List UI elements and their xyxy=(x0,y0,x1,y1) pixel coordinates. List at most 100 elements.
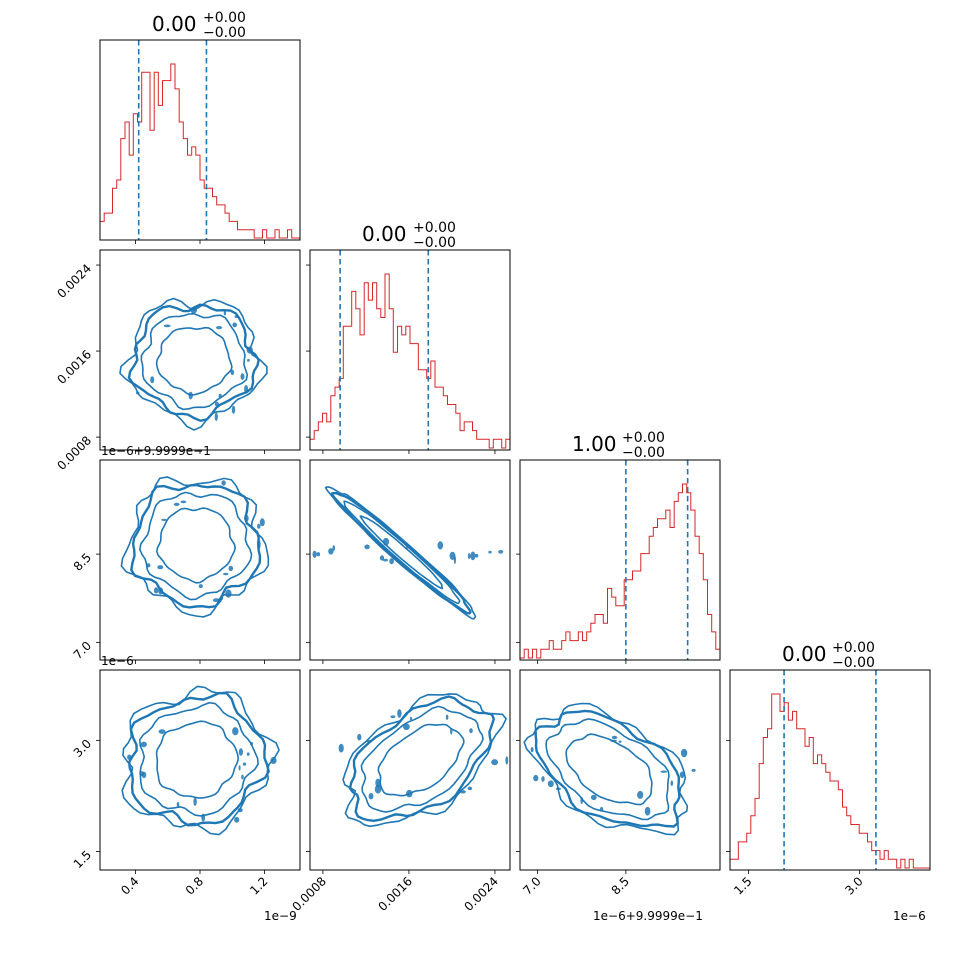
contour-island xyxy=(214,412,218,421)
contour-level-3 xyxy=(121,685,280,836)
panel-frame xyxy=(519,669,721,871)
contour-island xyxy=(225,589,232,598)
title-upper: +0.00 xyxy=(622,430,665,446)
contour-island xyxy=(328,548,334,555)
panel-0-0 xyxy=(99,39,301,244)
contour-island xyxy=(220,594,224,601)
panel-frame xyxy=(729,669,931,871)
contour-island xyxy=(338,743,344,753)
y-tick-label: 0.0016 xyxy=(55,347,95,387)
contour-island xyxy=(163,324,171,328)
contour-island xyxy=(366,739,372,743)
title-param-2: 1.00 +0.00 −0.00 xyxy=(572,430,665,461)
contour-island xyxy=(382,537,390,546)
contour-island xyxy=(691,768,696,772)
panel-frame xyxy=(309,249,511,451)
contour-level-1 xyxy=(140,312,249,411)
title-value: 0.00 xyxy=(362,222,407,246)
contour-island xyxy=(467,553,471,560)
contour-level-0 xyxy=(155,720,240,799)
contour-island xyxy=(670,780,674,786)
contour-island xyxy=(379,555,385,561)
contour-island xyxy=(212,598,220,603)
contour-island xyxy=(611,735,618,740)
contour-level-3 xyxy=(120,476,270,618)
contour-island xyxy=(390,715,396,718)
contour-island xyxy=(332,545,336,551)
title-lower: −0.00 xyxy=(413,235,456,251)
contour-island xyxy=(140,741,147,748)
contour-island xyxy=(223,572,229,576)
title-param-1: 0.00 +0.00 −0.00 xyxy=(362,220,456,251)
contour-island xyxy=(237,808,243,813)
contour-island xyxy=(221,480,226,486)
contour-island xyxy=(201,813,206,822)
title-value: 0.00 xyxy=(152,12,197,36)
contour-island xyxy=(244,515,249,522)
contour-level-1 xyxy=(360,705,484,813)
contour-island xyxy=(270,757,277,764)
contour-island xyxy=(231,405,236,414)
histogram-2 xyxy=(519,483,721,660)
contour-island xyxy=(374,784,382,794)
panel-3-2: 7.0 8.5 xyxy=(516,669,721,898)
panel-frame xyxy=(99,39,301,241)
contour-island xyxy=(389,558,394,565)
contour-island xyxy=(397,709,402,718)
contour-island xyxy=(238,748,243,756)
contour-level-2 xyxy=(130,483,262,609)
contour-island xyxy=(375,778,381,788)
contour-island xyxy=(232,322,237,328)
contour-island xyxy=(491,759,498,766)
histogram-3 xyxy=(729,693,931,870)
contour-island xyxy=(127,754,132,760)
contour-island xyxy=(223,311,227,316)
contour-island xyxy=(357,733,362,741)
x-tick-label: 1.2 xyxy=(247,874,270,897)
title-lower: −0.00 xyxy=(203,25,246,41)
contour-level-3 xyxy=(523,702,689,836)
panel-3-1: 0.0008 0.0016 0.0024 xyxy=(289,669,511,914)
contour-island xyxy=(600,807,604,812)
title-param-3: 0.00 +0.00 −0.00 xyxy=(782,640,875,671)
contour-island xyxy=(198,584,203,589)
contour-island xyxy=(214,401,219,407)
contour-island xyxy=(232,727,239,736)
contour-level-0 xyxy=(565,733,653,806)
x-tick-label: 1.5 xyxy=(731,874,754,897)
contour-level-0 xyxy=(377,723,465,797)
offset-x-col-0: 1e−9 xyxy=(264,909,297,923)
x-tick-label: 0.0008 xyxy=(289,874,329,914)
panel-2-2 xyxy=(516,459,721,664)
contour-level-2 xyxy=(128,691,270,827)
x-tick-label: 7.0 xyxy=(520,874,543,897)
y-tick-label: 8.5 xyxy=(71,550,94,573)
contour-level-1 xyxy=(545,718,670,821)
contour-island xyxy=(258,540,261,549)
contour-island xyxy=(449,551,456,561)
panel-frame xyxy=(519,459,721,661)
contour-island xyxy=(406,789,413,798)
contour-island xyxy=(230,369,235,376)
x-tick-label: 0.8 xyxy=(183,874,206,897)
contour-island xyxy=(467,786,473,791)
panel-frame xyxy=(309,459,511,661)
x-tick-label: 0.0016 xyxy=(375,874,415,914)
contour-island xyxy=(498,550,504,554)
contour-island xyxy=(312,550,317,558)
contour-level-2 xyxy=(330,491,472,615)
title-lower: −0.00 xyxy=(622,445,665,461)
contour-island xyxy=(541,776,545,782)
contour-island xyxy=(445,714,449,720)
contours-3-2 xyxy=(523,702,696,836)
panel-frame xyxy=(99,459,301,661)
contour-level-1 xyxy=(138,701,259,817)
histogram-1 xyxy=(309,273,511,450)
contour-island xyxy=(610,739,617,743)
contour-island xyxy=(250,742,253,746)
panel-2-1 xyxy=(306,459,511,664)
contour-island xyxy=(505,756,509,765)
contours-1-0 xyxy=(119,297,268,431)
y-tick-label: 0.0024 xyxy=(55,261,95,301)
